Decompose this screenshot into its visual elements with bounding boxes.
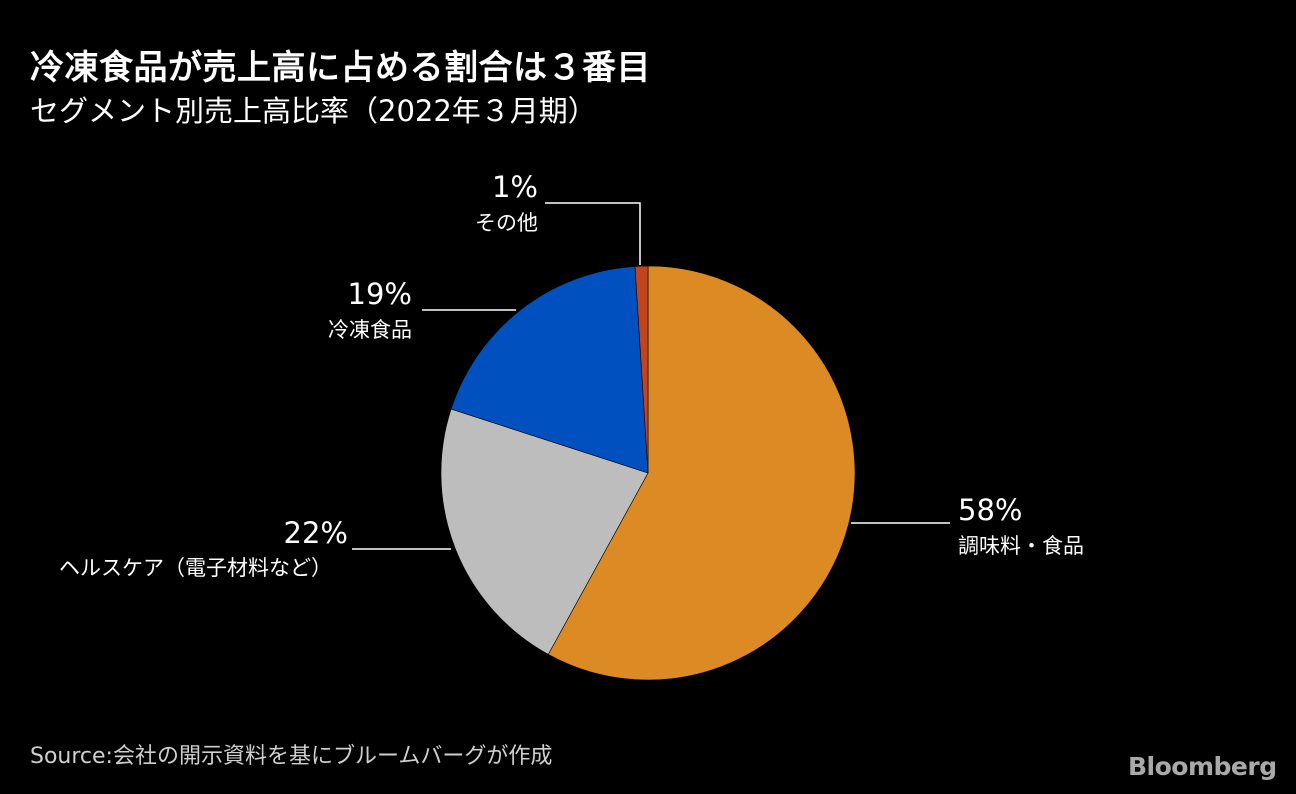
pie-slice — [547, 265, 856, 681]
slice-name-label: ヘルスケア（電子材料など） — [59, 556, 332, 580]
slice-percent-label: 19% — [348, 277, 412, 311]
chart-title: 冷凍食品が売上高に占める割合は３番目 — [30, 48, 651, 88]
chart-subtitle: セグメント別売上高比率（2022年３月期） — [30, 94, 597, 128]
pie-slice — [440, 408, 649, 655]
slice-percent-label: 58% — [958, 493, 1022, 527]
slice-name-label: 冷凍食品 — [328, 318, 412, 342]
pie-slice — [634, 265, 649, 474]
source-note: Source:会社の開示資料を基にブルームバーグが作成 — [30, 744, 553, 769]
slice-percent-label: 1% — [492, 170, 538, 204]
leader-line — [545, 202, 641, 265]
bloomberg-logo: Bloomberg — [1128, 752, 1277, 781]
pie-slice — [450, 266, 649, 474]
slice-name-label: その他 — [475, 211, 538, 235]
slice-percent-label: 22% — [284, 516, 348, 550]
slice-name-label: 調味料・食品 — [958, 534, 1084, 558]
